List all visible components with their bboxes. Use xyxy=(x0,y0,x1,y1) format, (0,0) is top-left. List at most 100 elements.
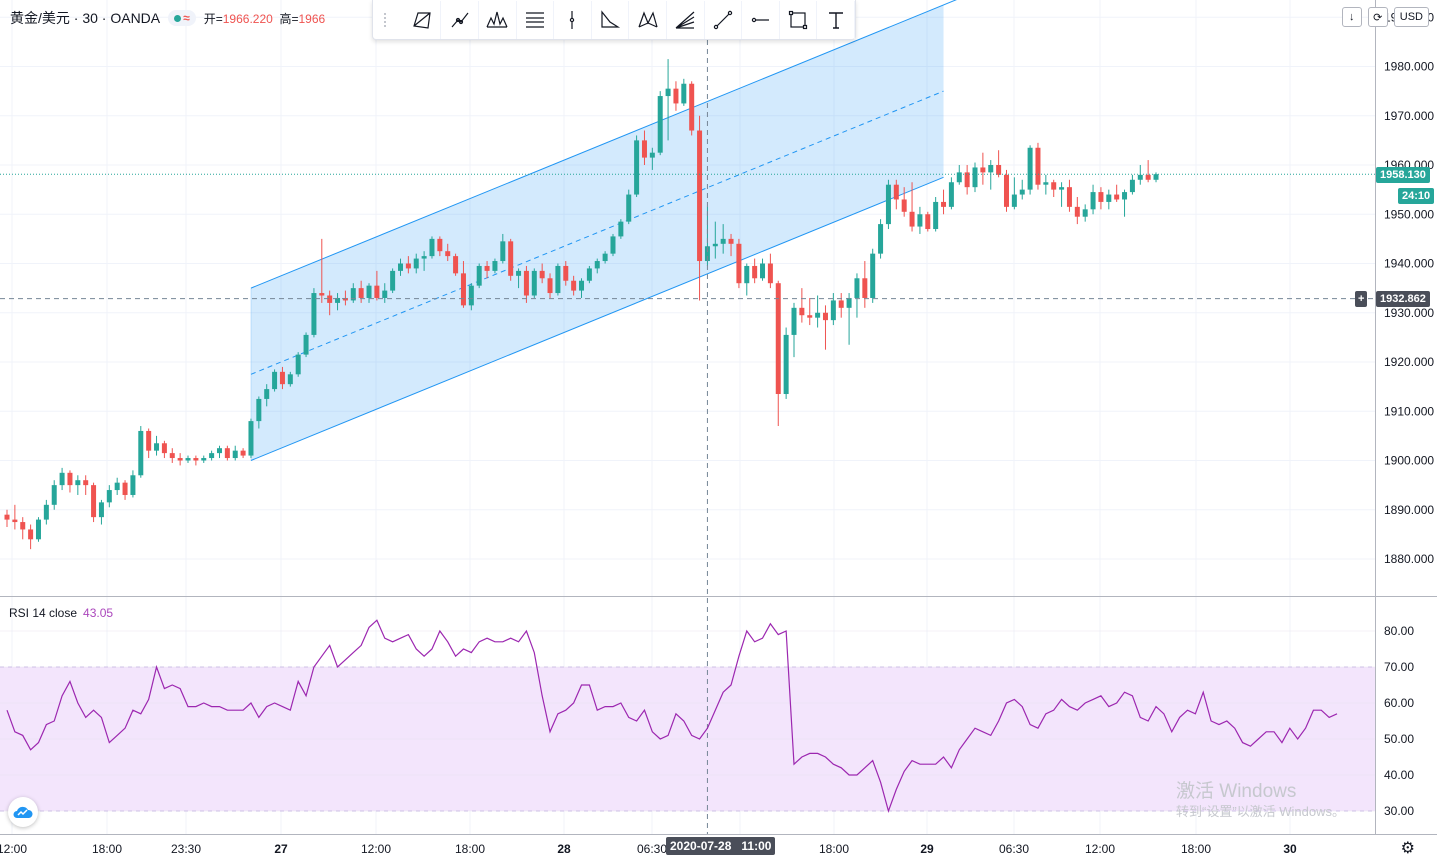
tool-gann-fan[interactable] xyxy=(667,0,705,39)
scroll-down-button[interactable]: ↓ xyxy=(1341,7,1362,27)
time-tick-label: 06:30 xyxy=(637,842,667,856)
candle xyxy=(224,445,230,461)
candle xyxy=(492,258,498,274)
candle xyxy=(437,236,443,257)
tool-fib-retracement[interactable] xyxy=(517,0,555,39)
tradingview-logo[interactable] xyxy=(8,797,38,827)
rsi-tick-label: 50.00 xyxy=(1384,732,1414,746)
candle xyxy=(1019,179,1025,200)
settings-gear-icon[interactable]: ⚙ xyxy=(1400,840,1415,857)
candle xyxy=(287,371,293,387)
candle xyxy=(1043,174,1049,195)
time-tick-label: 18:00 xyxy=(1181,842,1211,856)
candle xyxy=(279,366,285,390)
candle-body xyxy=(169,453,175,459)
candle-body xyxy=(657,96,663,153)
tool-trend-line[interactable] xyxy=(705,0,743,39)
currency-button[interactable]: USD xyxy=(1393,7,1429,27)
tool-xabcd-pattern[interactable] xyxy=(629,0,667,39)
candle-body xyxy=(342,297,348,301)
candle-body xyxy=(1114,194,1120,200)
tool-rectangle[interactable] xyxy=(780,0,818,39)
candle xyxy=(1074,197,1080,225)
candle-body xyxy=(972,167,978,188)
candle-body xyxy=(256,398,262,422)
candle-body xyxy=(319,293,325,296)
candle xyxy=(122,480,128,500)
candle-body xyxy=(689,83,695,131)
plus-icon: + xyxy=(1358,293,1365,305)
candle-body xyxy=(327,295,333,303)
top-right-controls: ↓ ⟳ USD xyxy=(1341,7,1429,27)
rsi-legend[interactable]: RSI 14 close 43.05 xyxy=(9,606,113,620)
add-alert-button[interactable]: + xyxy=(1355,291,1368,307)
candle xyxy=(366,283,372,303)
candle xyxy=(830,293,836,326)
candle xyxy=(1082,204,1088,222)
candle xyxy=(1106,189,1112,210)
abc-pattern-icon xyxy=(601,9,621,28)
candle xyxy=(1129,174,1135,195)
time-tick-label: 06:30 xyxy=(999,842,1029,856)
candle-body xyxy=(114,482,120,491)
time-tick-label: 23:30 xyxy=(171,842,201,856)
arrow-down-icon: ↓ xyxy=(1349,11,1355,23)
candle-body xyxy=(736,243,742,284)
candle-body xyxy=(177,458,183,461)
tool-text[interactable] xyxy=(817,0,855,39)
candle xyxy=(862,261,868,308)
candle xyxy=(1003,169,1009,212)
candle xyxy=(445,243,451,262)
candle-body xyxy=(382,290,388,298)
candle xyxy=(799,288,805,323)
price-tick-label: 1880.000 xyxy=(1384,552,1434,566)
market-status-pill[interactable]: ≈ xyxy=(168,10,196,26)
candle xyxy=(232,445,238,461)
candle-body xyxy=(1145,174,1151,180)
candle xyxy=(531,268,537,298)
candle xyxy=(358,280,364,303)
auto-scale-button[interactable]: ⟳ xyxy=(1367,7,1388,27)
toolbar-handle[interactable] xyxy=(373,1,404,39)
candle xyxy=(476,263,482,289)
candle-body xyxy=(445,251,451,257)
candle-body xyxy=(862,278,868,298)
tool-horizontal-ray[interactable] xyxy=(742,0,780,39)
rsi-title: RSI 14 close xyxy=(9,606,78,620)
candle xyxy=(138,426,144,478)
candle-body xyxy=(799,307,805,316)
symbol-title[interactable]: 黄金/美元 · 30 · OANDA xyxy=(10,10,161,26)
candle xyxy=(854,273,860,318)
tool-abc-pattern[interactable] xyxy=(592,0,630,39)
candle-body xyxy=(1043,182,1049,185)
tool-abcd-pattern[interactable] xyxy=(441,0,479,39)
candle-body xyxy=(531,270,537,296)
candle xyxy=(626,189,632,225)
candle xyxy=(51,480,57,510)
price-tick-label: 1890.000 xyxy=(1384,503,1434,517)
tool-triangle-pattern[interactable] xyxy=(404,0,442,39)
candle-body xyxy=(240,450,246,456)
candle xyxy=(933,197,939,232)
candle-body xyxy=(516,270,522,276)
candle xyxy=(98,499,104,525)
chart-header: 黄金/美元 · 30 · OANDA ≈ 开=1966.220 高=1966 xyxy=(10,8,325,28)
candle-body xyxy=(75,480,81,486)
candle xyxy=(500,233,506,264)
candle xyxy=(201,455,207,463)
tool-head-shoulders[interactable] xyxy=(479,0,517,39)
candle-body xyxy=(948,182,954,207)
candle xyxy=(67,470,73,493)
candle xyxy=(1122,189,1128,217)
candle-body xyxy=(4,514,10,520)
candle xyxy=(1153,172,1159,183)
tool-vertical-line[interactable] xyxy=(554,0,592,39)
candle-body xyxy=(279,371,285,385)
candle xyxy=(586,265,592,284)
candle-body xyxy=(185,458,191,461)
candle xyxy=(956,165,962,185)
candle xyxy=(712,221,718,259)
candle xyxy=(83,475,89,495)
candle-body xyxy=(1129,179,1135,193)
